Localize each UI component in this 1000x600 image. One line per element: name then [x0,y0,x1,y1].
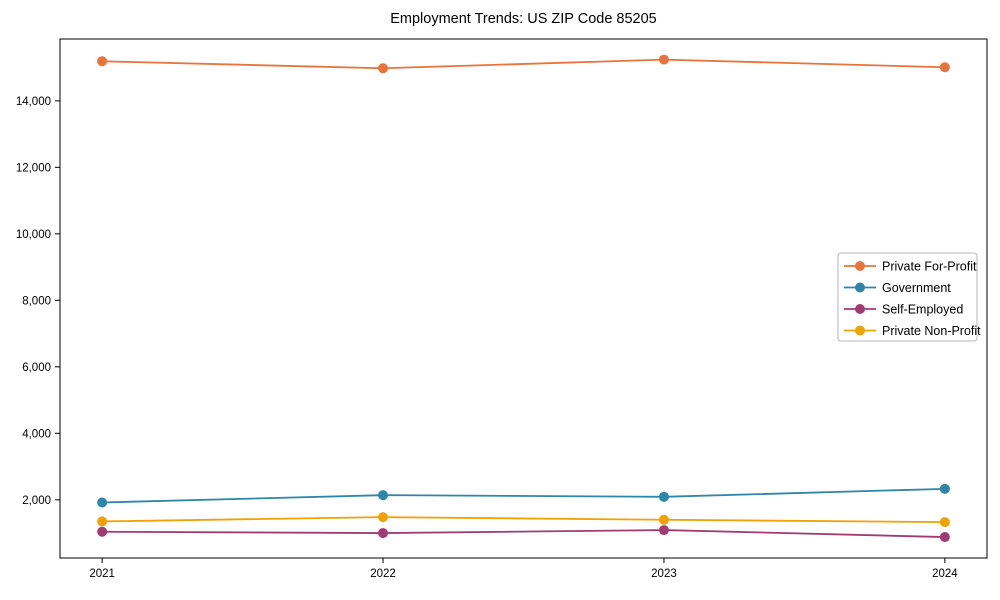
series-line-private-non-profit [102,516,945,523]
legend-label: Self-Employed [882,303,963,317]
legend-box [837,252,978,342]
x-tick-label: 2022 [370,568,396,580]
data-point-private-non-profit [939,517,950,528]
y-tick-label: 4,000 [22,428,51,440]
data-point-government [378,490,389,501]
data-point-private-non-profit [658,514,669,525]
data-point-private-non-profit [378,512,389,523]
legend-marker-circle [855,325,865,336]
legend-marker-circle [855,282,865,293]
y-tick-label: 10,000 [16,229,51,241]
legend-item-private-for-profit: Private For-Profit [844,260,977,274]
legend-label: Private For-Profit [882,260,977,274]
y-tick-label: 12,000 [16,162,51,174]
series-line-self-employed [102,529,945,538]
chart-title: Employment Trends: US ZIP Code 85205 [390,11,657,27]
legend-item-government: Government [844,281,951,295]
x-tick-label: 2024 [932,568,958,580]
legend-label: Private Non-Profit [882,324,981,338]
legend-marker-circle [855,304,865,314]
data-point-private-for-profit [97,56,108,67]
data-point-government [97,497,108,508]
series-line-private-for-profit [102,58,945,70]
data-point-private-non-profit [97,516,108,527]
data-point-government [939,483,950,494]
data-point-self-employed [378,528,389,539]
y-tick-label: 14,000 [16,96,51,108]
legend-item-self-employed: Self-Employed [844,303,963,317]
legend-item-private-non-profit: Private Non-Profit [844,324,981,338]
data-point-private-for-profit [378,63,389,74]
data-point-self-employed [939,532,950,543]
y-tick-label: 8,000 [22,295,51,307]
data-point-private-for-profit [939,62,950,73]
data-point-self-employed [97,526,108,537]
legend-marker-circle [855,261,865,271]
series-line-government [102,487,945,504]
y-tick-label: 6,000 [22,362,51,374]
data-point-private-for-profit [658,54,669,65]
data-point-self-employed [658,525,669,536]
y-tick-label: 2,000 [22,495,51,507]
x-tick-label: 2023 [651,568,677,580]
data-point-government [658,491,669,502]
legend: Private For-Profit Government Self-Employe… [837,252,981,342]
plot-border [59,38,988,559]
x-tick-label: 2021 [89,568,115,580]
legend-label: Government [882,281,951,295]
